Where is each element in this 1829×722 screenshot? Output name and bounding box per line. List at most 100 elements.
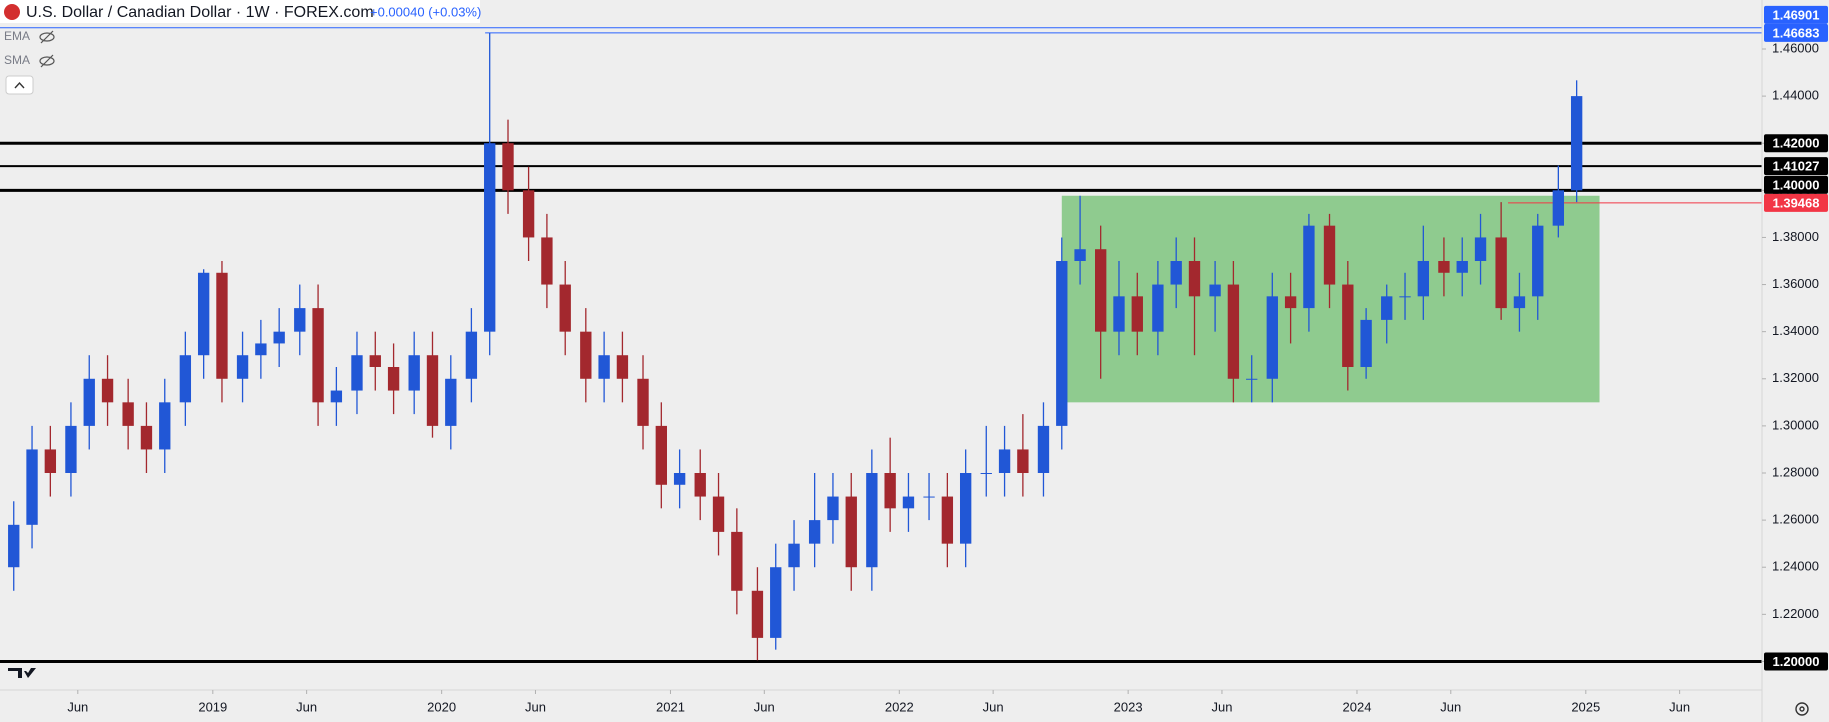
y-tick-label: 1.34000 bbox=[1772, 323, 1819, 338]
candle-body bbox=[26, 449, 38, 525]
candle-body bbox=[1017, 449, 1029, 473]
candle-body bbox=[1474, 237, 1487, 261]
x-tick-label: Jun bbox=[67, 699, 88, 714]
indicator-label[interactable]: SMA bbox=[4, 53, 30, 67]
y-tick-label: 1.38000 bbox=[1772, 229, 1819, 244]
candle-body bbox=[1552, 190, 1565, 226]
y-tick-label: 1.30000 bbox=[1772, 417, 1819, 432]
price-badge bbox=[1764, 5, 1828, 24]
candle-body bbox=[580, 331, 592, 379]
candle-body bbox=[8, 524, 20, 568]
candle-body bbox=[808, 520, 821, 544]
candle-body bbox=[83, 378, 95, 426]
y-tick-label: 1.24000 bbox=[1772, 559, 1819, 574]
candle-body bbox=[998, 449, 1011, 473]
candle-body bbox=[1227, 284, 1240, 379]
x-tick-label: 2022 bbox=[885, 699, 914, 714]
price-badge bbox=[1764, 157, 1828, 176]
candle-body bbox=[1438, 260, 1450, 273]
plot bbox=[0, 27, 1762, 663]
candle-body bbox=[1456, 260, 1468, 273]
y-tick-label: 1.26000 bbox=[1772, 512, 1819, 527]
candle-body bbox=[1074, 249, 1086, 261]
candle-body bbox=[197, 272, 210, 356]
collapse-button[interactable] bbox=[5, 75, 34, 95]
candle-body bbox=[1303, 225, 1315, 309]
x-tick-label: Jun bbox=[1440, 699, 1461, 714]
candle-body bbox=[216, 272, 228, 379]
price-badge-label: 1.46683 bbox=[1773, 25, 1820, 40]
candle-body bbox=[1570, 96, 1583, 191]
candle-body bbox=[236, 355, 249, 379]
candle-body bbox=[65, 425, 77, 473]
candle-body bbox=[751, 590, 764, 638]
candle-body bbox=[387, 366, 400, 391]
x-tick-label: Jun bbox=[296, 699, 317, 714]
candle-body bbox=[1513, 296, 1526, 309]
candle-body bbox=[712, 496, 725, 532]
price-badge-label: 1.41027 bbox=[1773, 159, 1820, 174]
settings-icon[interactable] bbox=[1795, 702, 1809, 716]
candle-body bbox=[1131, 296, 1143, 332]
y-tick-label: 1.22000 bbox=[1772, 606, 1819, 621]
y-tick-label: 1.32000 bbox=[1772, 370, 1819, 385]
candle-body bbox=[655, 425, 667, 485]
candle-body bbox=[1188, 260, 1201, 297]
candle-body bbox=[1532, 225, 1544, 297]
eye-icon[interactable] bbox=[39, 30, 55, 68]
y-tick-label: 1.28000 bbox=[1772, 464, 1819, 479]
candle-body bbox=[1170, 260, 1182, 285]
y-tick-label: 1.44000 bbox=[1772, 88, 1819, 103]
candle-body bbox=[369, 355, 381, 367]
x-tick-label: Jun bbox=[1211, 699, 1232, 714]
candle-body bbox=[731, 531, 743, 591]
candle-body bbox=[140, 425, 153, 450]
candle-body bbox=[294, 308, 306, 332]
candle-body bbox=[866, 472, 878, 568]
candle-body bbox=[1360, 319, 1372, 367]
candle-body bbox=[845, 496, 857, 568]
candle-body bbox=[426, 355, 439, 426]
candle-body bbox=[959, 472, 972, 544]
candle-body bbox=[1056, 260, 1068, 426]
candle-body bbox=[1342, 284, 1354, 367]
candle-body bbox=[1037, 425, 1050, 473]
x-tick-label: Jun bbox=[983, 699, 1004, 714]
candle-body bbox=[312, 308, 324, 403]
candle-body bbox=[1495, 237, 1507, 309]
x-tick-label: 2020 bbox=[427, 699, 456, 714]
candle-body bbox=[1113, 296, 1125, 332]
candle-body bbox=[44, 449, 57, 473]
x-tick-label: Jun bbox=[1669, 699, 1690, 714]
price-badge bbox=[1764, 175, 1828, 194]
candle-body bbox=[1246, 378, 1258, 380]
header-change: +0.00040 (+0.03%) bbox=[370, 4, 481, 19]
symbol-icon bbox=[4, 4, 20, 20]
candle-body bbox=[559, 284, 571, 332]
candle-body bbox=[923, 496, 935, 498]
candle-body bbox=[788, 543, 800, 568]
candle-body bbox=[159, 402, 171, 450]
candle-body bbox=[1323, 225, 1336, 285]
candle-body bbox=[694, 472, 706, 497]
candle-body bbox=[1284, 296, 1297, 309]
candle-body bbox=[1266, 296, 1278, 379]
x-tick-label: 2025 bbox=[1571, 699, 1600, 714]
candle-body bbox=[484, 143, 496, 332]
header-title[interactable]: U.S. Dollar / Canadian Dollar · 1W · FOR… bbox=[26, 4, 374, 21]
x-tick-label: Jun bbox=[525, 699, 546, 714]
candle-body bbox=[884, 472, 896, 509]
candle-body bbox=[330, 390, 343, 403]
candle-body bbox=[445, 378, 457, 426]
candle-body bbox=[179, 355, 192, 403]
candle-body bbox=[1381, 296, 1393, 320]
candle-body bbox=[522, 190, 535, 238]
price-badge-label: 1.42000 bbox=[1773, 136, 1820, 151]
candle-body bbox=[122, 402, 134, 426]
candle-body bbox=[1095, 249, 1107, 332]
candle-body bbox=[408, 355, 420, 391]
price-badge bbox=[1764, 23, 1828, 42]
indicator-label[interactable]: EMA bbox=[4, 29, 30, 43]
logo bbox=[8, 668, 36, 678]
